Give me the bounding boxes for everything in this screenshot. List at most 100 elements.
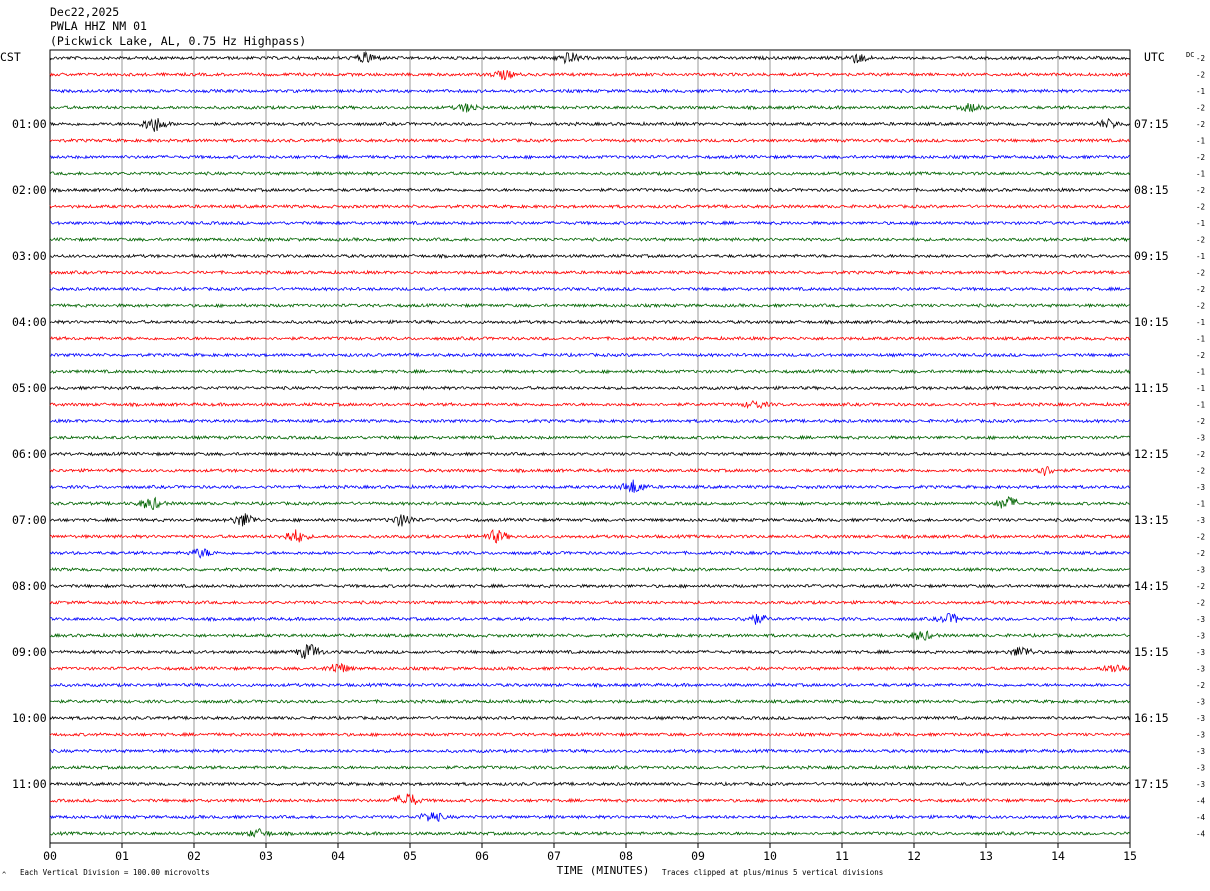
trace-line (49, 203, 1131, 210)
trace-line (49, 50, 1131, 65)
dc-offset-label: -2 (1196, 302, 1205, 311)
dc-offset-label: -2 (1196, 186, 1205, 195)
right-hour-label: 16:15 (1134, 711, 1169, 725)
dc-offset-label: -2 (1196, 582, 1205, 591)
left-hour-label: 01:00 (12, 117, 47, 131)
dc-offset-label: -1 (1196, 252, 1205, 261)
dc-offset-label: -2 (1196, 285, 1205, 294)
x-tick-label: 09 (691, 849, 705, 863)
right-hour-label: 12:15 (1134, 447, 1169, 461)
trace-line (49, 513, 1131, 527)
trace-line (49, 812, 1131, 822)
clip-note: Traces clipped at plus/minus 5 vertical … (662, 868, 883, 877)
dc-offset-label: -2 (1196, 153, 1205, 162)
grid (49, 49, 1131, 848)
trace-line (49, 368, 1131, 375)
dc-offset-label: -3 (1196, 483, 1205, 492)
x-axis-title: TIME (MINUTES) (557, 864, 650, 877)
dc-offset-label: -2 (1196, 54, 1205, 63)
header-location: (Pickwick Lake, AL, 0.75 Hz Highpass) (50, 34, 306, 48)
x-tick-label: 13 (979, 849, 993, 863)
trace-line (49, 170, 1131, 177)
right-hour-label: 15:15 (1134, 645, 1169, 659)
dc-offset-label: -3 (1196, 764, 1205, 773)
left-timezone-label: CST (0, 50, 21, 64)
trace-line (49, 583, 1131, 589)
scale-note: Each Vertical Division = 100.00 microvol… (20, 868, 210, 877)
dc-offset-label: -2 (1196, 120, 1205, 129)
dc-offset-label: -2 (1196, 549, 1205, 558)
trace-line (49, 187, 1131, 193)
dc-offset-label: -1 (1196, 318, 1205, 327)
trace-line (50, 630, 1131, 641)
trace-line (49, 154, 1131, 160)
trace-line (49, 715, 1131, 721)
trace-line (49, 220, 1131, 226)
dc-offset-label: -3 (1196, 632, 1205, 641)
x-tick-label: 06 (475, 849, 489, 863)
dc-offset-label: -1 (1196, 137, 1205, 146)
right-hour-label: 09:15 (1134, 249, 1169, 263)
dc-offset-label: -2 (1196, 269, 1205, 278)
dc-offset-label: -1 (1196, 401, 1205, 410)
left-hour-label: 06:00 (12, 447, 47, 461)
dc-offset-label: -2 (1196, 417, 1205, 426)
trace-line (49, 828, 1131, 838)
dc-offset-label: -2 (1196, 450, 1205, 459)
dc-offset-label: -3 (1196, 747, 1205, 756)
x-tick-label: 10 (763, 849, 777, 863)
x-tick-label: 01 (115, 849, 129, 863)
trace-line (49, 496, 1131, 510)
right-hour-label: 14:15 (1134, 579, 1169, 593)
plot-frame (49, 49, 1131, 844)
x-tick-label: 07 (547, 849, 561, 863)
right-hour-label: 07:15 (1134, 117, 1169, 131)
trace-line (49, 352, 1131, 358)
trace-line (49, 731, 1131, 738)
trace-line (49, 269, 1130, 276)
dc-offset-label: -3 (1196, 731, 1205, 740)
trace-line (49, 418, 1131, 424)
trace-line (49, 88, 1131, 94)
trace-line (50, 451, 1131, 457)
trace-line (49, 793, 1131, 805)
left-hour-label: 02:00 (12, 183, 47, 197)
trace-line (50, 118, 1131, 132)
x-tick-label: 14 (1051, 849, 1065, 863)
dc-offset-label: -1 (1196, 384, 1205, 393)
labels: 01:00 02:00 03:00 04:00 05:00 06:00 07:00 08:00… (12, 54, 1206, 863)
x-tick-label: 05 (403, 849, 417, 863)
dc-offset-label: -2 (1196, 71, 1205, 80)
x-tick-label: 08 (619, 849, 633, 863)
header-station: PWLA HHZ NM 01 (50, 19, 147, 33)
dc-offset-label: -1 (1196, 87, 1205, 96)
dc-offset-label: -1 (1196, 219, 1205, 228)
dc-offset-label: -3 (1196, 665, 1205, 674)
dc-offset-label: -3 (1196, 648, 1205, 657)
trace-line (49, 698, 1131, 705)
left-hour-label: 08:00 (12, 579, 47, 593)
x-tick-label: 12 (907, 849, 921, 863)
trace-line (49, 479, 1131, 493)
trace-line (49, 385, 1131, 391)
left-hour-label: 05:00 (12, 381, 47, 395)
trace-line (49, 682, 1131, 688)
dc-offset-label: -2 (1196, 236, 1205, 245)
dc-offset-label: -3 (1196, 615, 1205, 624)
x-tick-label: 02 (187, 849, 201, 863)
x-tick-label: 04 (331, 849, 345, 863)
dc-offset-label: -4 (1196, 797, 1206, 806)
right-hour-label: 13:15 (1134, 513, 1169, 527)
dc-offset-label: -1 (1196, 500, 1205, 509)
dc-offset-label: -2 (1196, 467, 1205, 476)
x-tick-label: 15 (1123, 849, 1137, 863)
dc-offset-label: -1 (1196, 368, 1205, 377)
dc-offset-label: -4 (1196, 813, 1206, 822)
left-hour-label: 09:00 (12, 645, 47, 659)
dc-offset-label: -2 (1196, 351, 1205, 360)
trace-line (49, 286, 1131, 292)
trace-line (49, 434, 1131, 441)
trace-line (49, 662, 1131, 673)
